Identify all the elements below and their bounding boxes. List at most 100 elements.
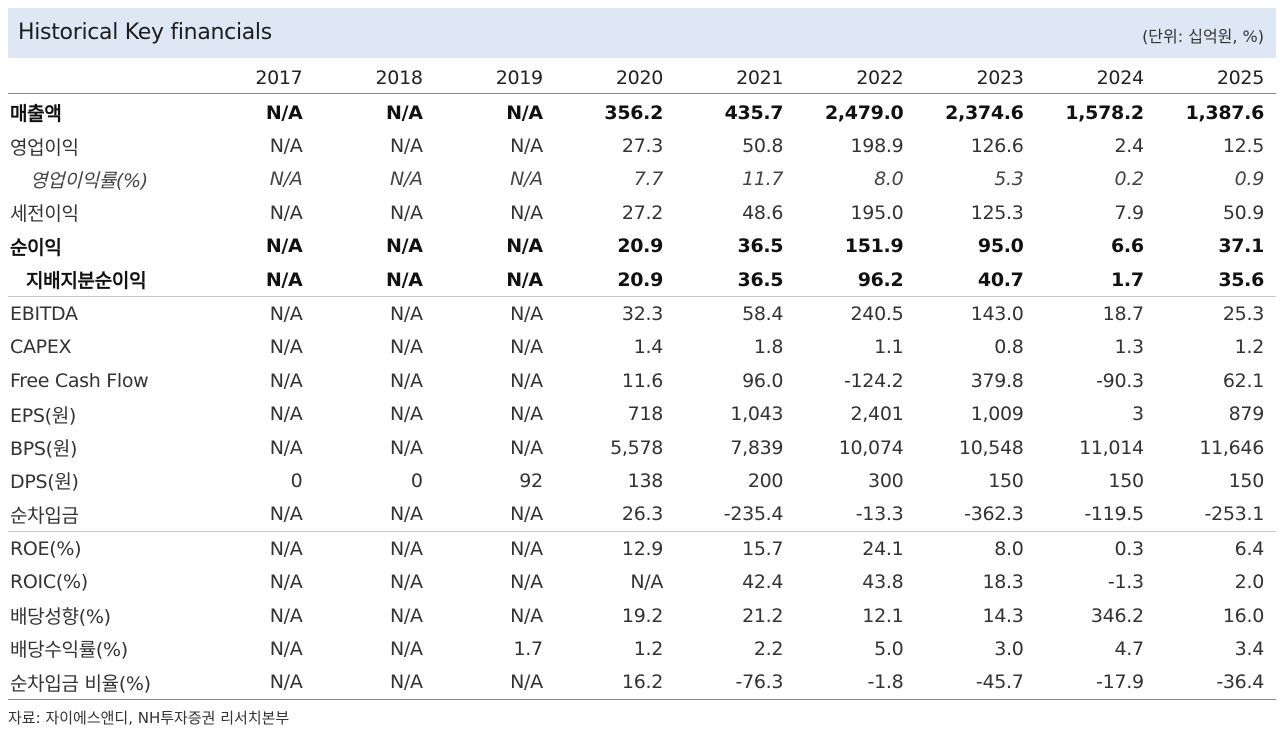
- table-cell: 32.3: [554, 296, 676, 331]
- table-cell: N/A: [506, 268, 543, 291]
- table-cell: 12.1: [862, 604, 904, 627]
- table-cell: 200: [747, 469, 784, 492]
- table-cell: N/A: [386, 101, 423, 124]
- table-cell: N/A: [314, 296, 435, 331]
- table-cell: N/A: [510, 336, 543, 359]
- table-cell: 43.8: [862, 571, 904, 594]
- table-cell: 16.0: [1222, 604, 1264, 627]
- table-cell: N/A: [314, 531, 435, 566]
- table-cell: N/A: [269, 604, 303, 627]
- table-cell: N/A: [434, 531, 555, 566]
- source-note: 자료: 자이에스앤디, NH투자증권 리서치본부: [8, 709, 290, 727]
- table-cell: N/A: [389, 637, 423, 660]
- table-cell: N/A: [389, 336, 423, 359]
- table-cell: 2.2: [753, 637, 784, 660]
- table-cell: N/A: [269, 403, 303, 426]
- table-cell: 143.0: [915, 296, 1036, 331]
- table-cell: 11,014: [1079, 436, 1144, 459]
- table-row: 순차입금 N/A N/A N/A 26.3 -235.4 -13.3 -362.…: [8, 498, 1276, 532]
- table-cell: 48.6: [742, 201, 784, 224]
- row-label: Free Cash Flow: [10, 369, 149, 392]
- table-row: EBITDA N/A N/A N/A 32.3 58.4 240.5 143.0…: [8, 296, 1276, 331]
- table-cell: 11,646: [1199, 436, 1264, 459]
- table-title: Historical Key financials: [18, 20, 272, 45]
- table-cell: 42.4: [742, 571, 784, 594]
- table-cell: 0.2: [1114, 168, 1144, 191]
- table-cell: N/A: [389, 503, 423, 526]
- table-cell: 1.3: [1114, 336, 1144, 359]
- table-cell: 300: [868, 469, 904, 492]
- table-cell: -1.3: [1107, 571, 1144, 594]
- table-row: 영업이익 N/A N/A N/A 27.3 50.8 198.9 126.6 2…: [8, 129, 1276, 162]
- table-cell: 1,578.2: [1065, 101, 1144, 124]
- table-cell: N/A: [194, 296, 315, 331]
- table-cell: N/A: [194, 531, 315, 566]
- row-label: 배당수익률(%): [10, 639, 128, 662]
- table-cell: 18.3: [982, 571, 1024, 594]
- table-cell: N/A: [389, 604, 423, 627]
- table-cell: 36.5: [737, 235, 784, 258]
- table-cell: 1,043: [730, 403, 784, 426]
- row-label: 배당성향(%): [10, 606, 111, 629]
- row-label: EPS(원): [10, 404, 77, 427]
- table-cell: 27.2: [621, 201, 664, 224]
- table-cell: N/A: [510, 403, 543, 426]
- table-cell: 10,548: [958, 436, 1024, 459]
- row-label: EBITDA: [8, 296, 195, 331]
- table-cell: N/A: [269, 201, 303, 224]
- table-cell: 125.3: [970, 201, 1024, 224]
- table-cell: 150: [988, 469, 1024, 492]
- table-cell: 58.4: [675, 296, 796, 331]
- table-cell: 718: [627, 403, 664, 426]
- table-cell: N/A: [269, 336, 303, 359]
- table-cell: 2.4: [1114, 135, 1144, 158]
- table-cell: 0: [410, 469, 423, 492]
- table-cell: 150: [1108, 469, 1144, 492]
- table-cell: N/A: [265, 268, 303, 291]
- year-header-row: 2017 2018 2019 2020 2021 2022 2023 2024 …: [8, 62, 1276, 94]
- table-cell: N/A: [269, 637, 303, 660]
- table-cell: 7.7: [633, 168, 664, 191]
- table-cell: 6.4: [1155, 531, 1276, 566]
- year-header: 2017: [194, 62, 315, 94]
- table-cell: N/A: [510, 571, 543, 594]
- table-cell: 0.8: [994, 336, 1024, 359]
- row-label: 매출액: [10, 103, 62, 126]
- table-cell: 4.7: [1114, 637, 1144, 660]
- table-cell: 1.8: [753, 336, 784, 359]
- table-cell: 8.0: [874, 168, 904, 191]
- table-cell: N/A: [510, 369, 543, 392]
- table-cell: N/A: [630, 571, 664, 594]
- table-row: ROE(%) N/A N/A N/A 12.9 15.7 24.1 8.0 0.…: [8, 531, 1276, 566]
- table-cell: 20.9: [617, 235, 664, 258]
- table-cell: 435.7: [724, 101, 784, 124]
- row-label: DPS(원): [10, 471, 79, 494]
- table-cell: 20.9: [617, 268, 664, 291]
- table-cell: N/A: [510, 201, 543, 224]
- table-cell: N/A: [389, 168, 423, 191]
- row-label: 순이익: [10, 236, 62, 259]
- row-label: 영업이익률(%): [30, 169, 148, 192]
- table-cell: 346.2: [1090, 604, 1144, 627]
- table-cell: -119.5: [1084, 503, 1144, 526]
- table-row: 매출액 N/A N/A N/A 356.2 435.7 2,479.0 2,37…: [8, 94, 1276, 130]
- table-cell: 1.2: [633, 637, 664, 660]
- table-cell: 26.3: [621, 503, 664, 526]
- table-cell: N/A: [314, 665, 435, 701]
- table-cell: N/A: [510, 135, 543, 158]
- table-cell: N/A: [269, 436, 303, 459]
- table-cell: 95.0: [977, 235, 1024, 258]
- table-cell: 150: [1228, 469, 1265, 492]
- table-cell: -362.3: [964, 503, 1024, 526]
- table-cell: 21.2: [742, 604, 784, 627]
- table-row: 영업이익률(%) N/A N/A N/A 7.7 11.7 8.0 5.3 0.…: [8, 163, 1276, 196]
- table-row: BPS(원) N/A N/A N/A 5,578 7,839 10,074 10…: [8, 431, 1276, 464]
- table-cell: 2,374.6: [945, 101, 1024, 124]
- table-cell: -13.3: [855, 503, 904, 526]
- table-cell: 1.4: [633, 336, 664, 359]
- table-cell: 1.1: [874, 336, 904, 359]
- table-cell: 6.6: [1111, 235, 1144, 258]
- table-cell: -1.8: [795, 665, 916, 701]
- table-cell: 16.2: [554, 665, 676, 701]
- table-cell: 37.1: [1218, 235, 1264, 258]
